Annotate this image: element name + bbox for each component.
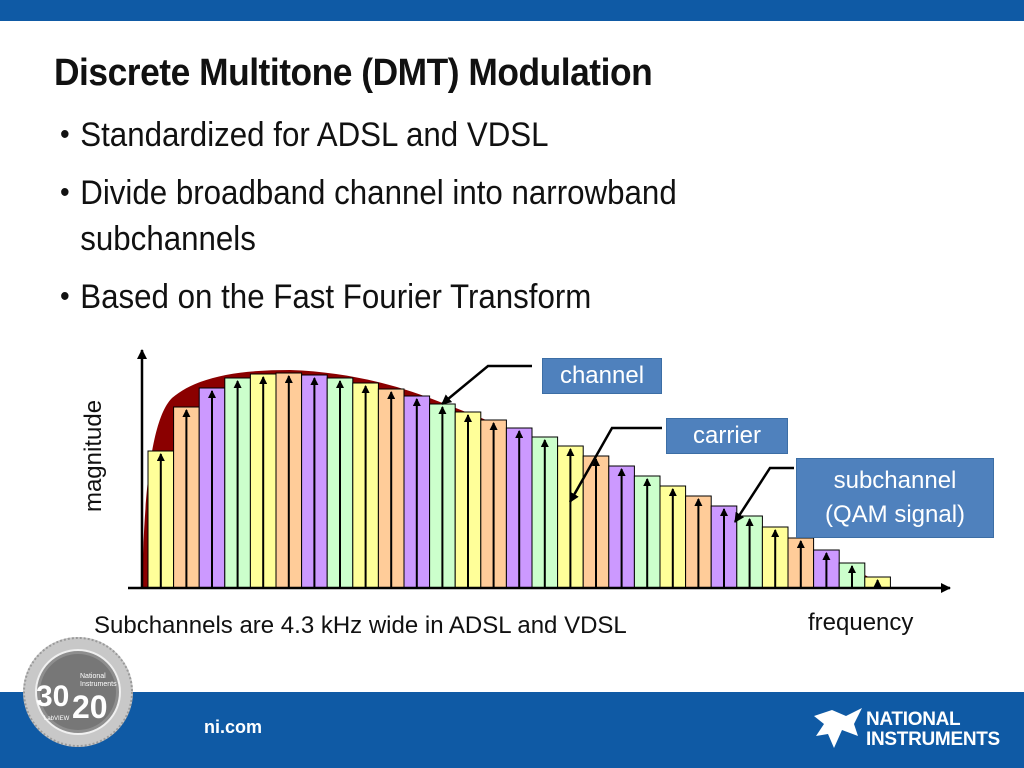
- bullet-text: Standardized for ADSL and VDSL: [80, 116, 549, 154]
- channel-pointer: [441, 364, 532, 405]
- badge-number-30: 30: [36, 680, 69, 713]
- bullet-item: • Divide broadband channel into narrowba…: [60, 170, 759, 262]
- carrier-arrows: [156, 375, 882, 588]
- channel-callout: channel: [542, 358, 662, 394]
- badge-small-text-3: LabVIEW: [44, 716, 70, 722]
- logo-text: NATIONAL INSTRUMENTS: [866, 710, 1000, 750]
- bullet-dot-icon: •: [60, 118, 70, 151]
- subchannel-width-note: Subchannels are 4.3 kHz wide in ADSL and…: [94, 612, 627, 639]
- bullet-text: Based on the Fast Fourier Transform: [80, 278, 592, 316]
- bullet-dot-icon: •: [60, 280, 70, 313]
- slide-title: Discrete Multitone (DMT) Modulation: [54, 52, 653, 94]
- carrier-callout: carrier: [666, 418, 788, 454]
- subchannel-callout: subchannel (QAM signal): [796, 458, 994, 538]
- bullet-dot-icon: •: [60, 176, 70, 209]
- top-banner: [0, 0, 1024, 21]
- bullet-item: • Based on the Fast Fourier Transform: [60, 274, 759, 320]
- carrier-callout-label: carrier: [692, 422, 761, 449]
- logo-line-2: INSTRUMENTS: [866, 729, 1000, 750]
- badge-small-text-2: Instruments: [80, 681, 117, 688]
- dmt-spectrum-diagram: [128, 349, 951, 593]
- national-instruments-logo: NATIONAL INSTRUMENTS: [812, 706, 1008, 756]
- subchannel-pointer: [733, 466, 794, 523]
- frequency-axis-label: frequency: [808, 609, 914, 636]
- anniversary-badge-icon: 30 20 National Instruments LabVIEW: [23, 637, 133, 747]
- site-url-link[interactable]: ni.com: [204, 717, 263, 737]
- bullet-text: Divide broadband channel into narrowband…: [80, 174, 677, 258]
- subchannel-callout-line2: (QAM signal): [824, 501, 966, 528]
- logo-line-1: NATIONAL: [866, 709, 961, 730]
- magnitude-axis-label: magnitude: [80, 399, 107, 513]
- ni-eagle-logo-icon: [814, 708, 862, 748]
- channel-callout-label: channel: [559, 362, 645, 389]
- bullet-item: • Standardized for ADSL and VDSL: [60, 112, 759, 158]
- carrier-pointer: [568, 426, 662, 503]
- badge-number-20: 20: [72, 689, 108, 725]
- subchannel-callout-line1: subchannel: [833, 467, 957, 494]
- badge-small-text-1: National: [80, 673, 106, 680]
- bullet-list: • Standardized for ADSL and VDSL • Divid…: [60, 112, 820, 332]
